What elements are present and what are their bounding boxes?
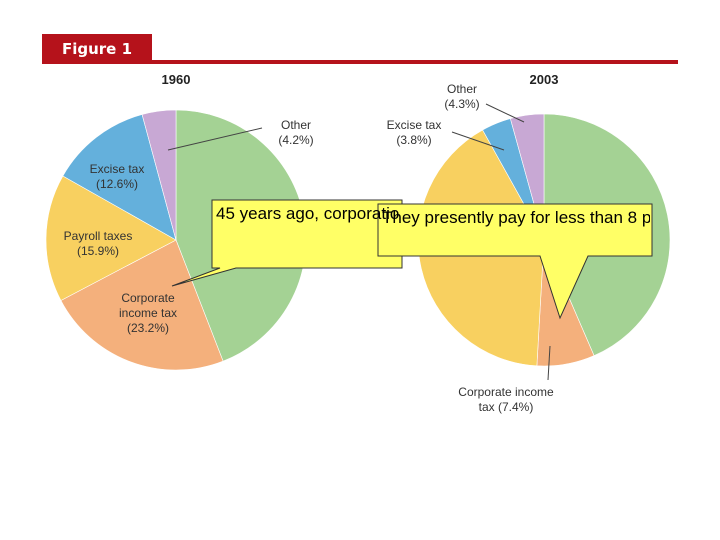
slice-1960-payroll-taxes — [45, 175, 177, 301]
leader-2003-corporate-income-tax — [547, 345, 551, 381]
callout-1960-text: 45 years ago, corporations paid nearly o… — [216, 204, 400, 223]
leader-1960-other — [167, 127, 263, 151]
slice-label-2003-other: Other (4.3%) — [444, 82, 479, 111]
callout-2003-text: They presently pay for less than 8 perce… — [382, 208, 650, 227]
leader-2003-other — [485, 103, 525, 123]
callout-2003-bubble — [377, 203, 653, 320]
leader-2003-excise-tax — [451, 131, 505, 151]
slice-1960-other — [141, 109, 177, 241]
slice-label-2003-corporate-income-tax: Corporate income tax (7.4%) — [458, 385, 554, 414]
figure-header-rule — [152, 60, 678, 64]
slice-label-1960-other: Other (4.2%) — [278, 118, 313, 147]
slice-label-1960-excise-tax: Excise tax (12.6%) — [90, 162, 145, 191]
slice-label-2003-excise-tax: Excise tax (3.8%) — [387, 118, 442, 147]
slice-1960-excise-tax — [62, 114, 177, 241]
figure-label: Figure 1 — [42, 34, 152, 64]
pie-title-1960: 1960 — [162, 72, 191, 87]
slice-label-1960-payroll-taxes: Payroll taxes (15.9%) — [64, 229, 133, 258]
slice-label-1960-corporate-income-tax: Corporate income tax (23.2%) — [119, 291, 177, 335]
slice-1960-corporate-income-tax — [60, 239, 224, 371]
pie-title-2003: 2003 — [530, 72, 559, 87]
